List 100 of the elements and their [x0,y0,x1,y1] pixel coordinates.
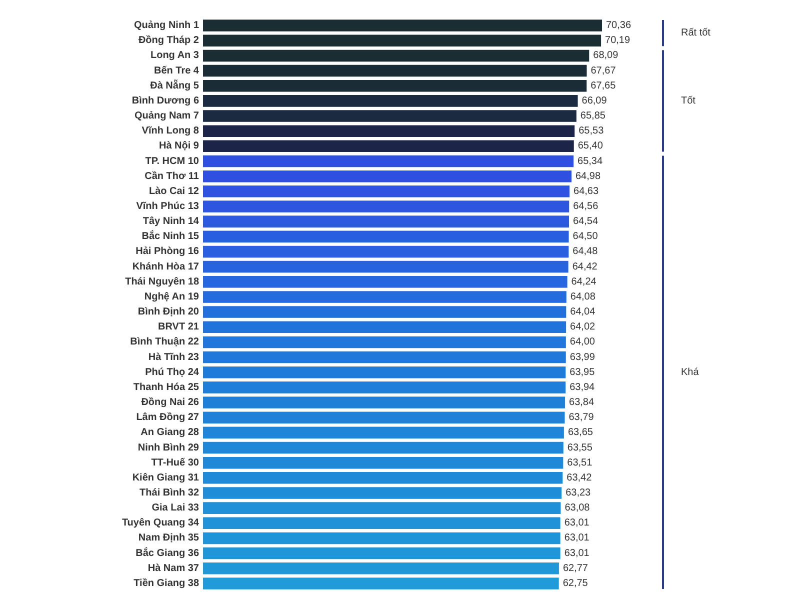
bar [203,336,566,348]
data-label: 65,85 [580,110,606,122]
y-tick-label: Ninh Bình 29 [138,442,200,454]
y-tick-label: Vĩnh Phúc 13 [136,200,200,212]
y-tick-label: Vĩnh Long 8 [142,126,200,137]
data-label: 64,48 [572,246,598,258]
y-tick-label: Khánh Hòa 17 [132,261,200,272]
y-tick-label: Bắc Giang 36 [136,546,200,559]
data-label: 67,65 [590,80,616,92]
data-label: 63,08 [564,502,590,514]
y-tick-label: Quảng Nam 7 [134,110,200,122]
bar [203,230,569,243]
bar [203,562,559,574]
bar [203,140,574,152]
y-tick-label: Thái Nguyên 18 [125,276,200,288]
y-tick-label: Hải Phòng 16 [136,246,200,258]
bar [203,321,566,333]
bar [203,396,566,408]
data-label: 63,01 [564,532,590,544]
y-tick-label: BRVT 21 [158,322,200,333]
y-tick-label: Quảng Ninh 1 [134,20,200,32]
y-tick-label: Tây Ninh 14 [142,216,200,228]
y-tick-label: Tuyên Quang 34 [122,518,200,529]
data-label: 63,55 [567,442,593,454]
bar [203,186,570,198]
data-label: 70,36 [606,20,632,32]
y-tick-label: Tiền Giang 38 [134,578,200,589]
bar [203,472,563,484]
data-label: 65,40 [578,140,604,152]
data-label: 65,53 [578,126,604,137]
data-label: 63,01 [564,548,590,559]
bar [203,20,602,32]
data-label: 63,79 [568,412,594,424]
data-label: 64,42 [572,261,598,272]
bar [203,382,566,394]
bar [203,291,566,303]
bar [203,50,590,62]
bar [203,260,568,273]
data-label: 64,98 [575,170,601,182]
bar [203,487,562,499]
bar [203,351,566,364]
bar [203,412,565,424]
y-tick-label: Thái Bình 32 [140,487,200,498]
y-tick-label: Nghệ An 19 [144,291,200,302]
bar [203,502,561,514]
bar [203,366,566,378]
data-label: 70,19 [605,35,630,46]
data-label: 63,94 [570,382,596,393]
y-tick-label: Lào Cai 12 [148,186,200,197]
y-tick-label: Hà Nội 9 [158,140,200,152]
data-label: 64,02 [570,322,596,333]
y-tick-label: Hà Nam 37 [148,562,200,574]
bar [203,578,559,590]
data-label: 64,56 [573,200,599,212]
data-label: 64,54 [572,216,598,228]
bar [203,170,572,182]
y-tick-label: Nam Định 35 [138,532,200,544]
bar [203,125,575,137]
data-label: 67,67 [590,65,616,76]
y-tick-label: TP. HCM 10 [145,156,200,167]
y-tick-label: Đồng Nai 26 [141,397,200,408]
y-tick-label: Bình Định 20 [138,306,200,318]
y-tick-label: Đồng Tháp 2 [138,35,200,46]
bar [203,216,569,228]
bar [203,246,569,258]
y-tick-label: Kiên Giang 31 [132,472,200,484]
bar [203,547,560,560]
data-label: 64,08 [570,291,596,302]
data-label: 64,63 [574,186,599,197]
y-tick-label: An Giang 28 [140,427,200,438]
data-label: 64,24 [571,276,597,288]
data-label: 62,75 [562,578,588,589]
y-tick-label: Gia Lai 33 [152,502,200,514]
data-label: 65,34 [578,156,603,167]
y-tick-label: Phú Thọ 24 [145,366,200,378]
bar [203,276,568,288]
data-label: 63,84 [569,397,594,408]
data-label: 64,00 [570,336,596,348]
bar [203,95,578,107]
data-label: 63,99 [570,352,596,363]
data-label: 63,01 [564,518,590,529]
y-tick-label: Bắc Ninh 15 [142,230,200,242]
text: Khá [681,366,700,378]
bar [203,532,560,544]
text: Tốt [681,95,696,106]
y-tick-label: Cần Thơ 11 [144,170,200,182]
data-label: 63,65 [568,427,594,438]
bar [203,442,564,454]
data-label: 63,23 [566,487,592,498]
y-tick-label: Hà Tĩnh 23 [148,352,200,363]
y-tick-label: Long An 3 [150,50,200,62]
data-label: 64,50 [572,231,598,242]
y-tick-label: TT-Huế 30 [151,457,200,468]
y-tick-label: Thanh Hóa 25 [133,382,200,393]
bar [203,110,576,122]
data-label: 63,95 [570,366,596,378]
bar [203,155,574,168]
data-label: 66,09 [582,95,608,106]
bar [203,64,587,77]
y-tick-label: Lâm Đồng 27 [136,412,200,424]
